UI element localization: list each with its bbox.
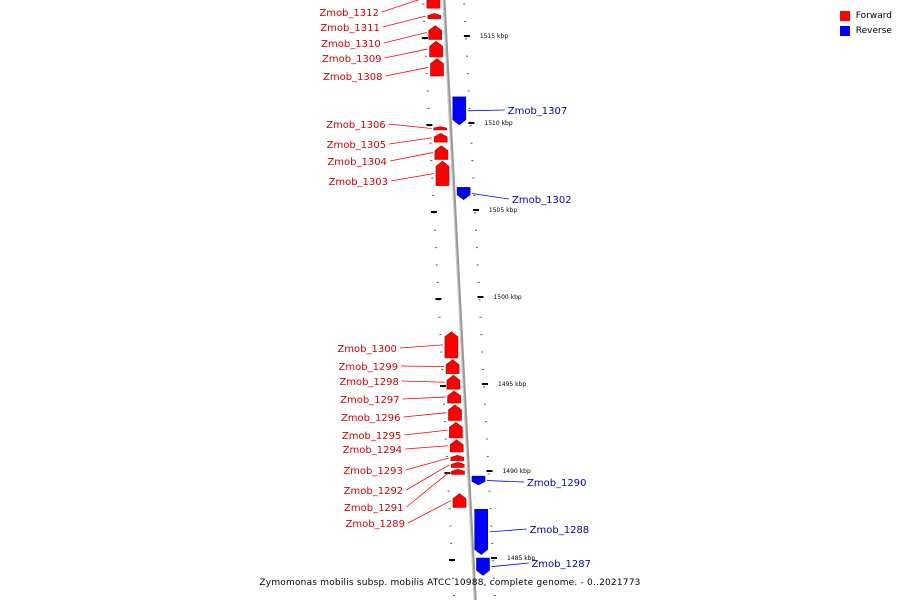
gene-zmob-1287 [476,557,490,576]
legend: Forward Reverse [839,8,892,38]
gene-zmob-1288 [474,508,489,555]
leader-line [402,396,446,400]
tick-label: 1500 kbp [493,294,521,301]
gene-zmob-1298 [446,374,461,390]
leader-line [385,66,429,77]
gene-zmob-1292 [450,461,465,468]
gene-label: Zmob_1306 [326,120,386,131]
gene-label: Zmob_1305 [327,140,387,151]
tick-label: 1515 kbp [480,33,508,40]
leader-line [383,32,427,44]
leader-line [405,445,449,450]
gene-label: Zmob_1303 [329,177,389,188]
gene-zmob-1295 [449,421,463,439]
gene-label: Zmob_1302 [512,195,572,206]
gene-label: Zmob_1312 [319,8,379,19]
gene-zmob-1289 [452,493,467,508]
leader-line [388,123,432,129]
leader-line [389,137,433,145]
gene-zmob-1291 [451,468,465,475]
legend-item-forward[interactable]: Forward [839,8,892,23]
tick-label: 1485 kbp [507,555,535,562]
legend-label-reverse: Reverse [855,25,892,36]
leader-line [384,48,428,59]
gene-zmob-1310 [428,25,443,40]
gene-zmob-1312 [426,0,441,9]
leader-line [486,480,525,483]
gene-label: Zmob_1290 [527,478,587,489]
gene-zmob-1297 [447,390,461,404]
genome-caption: Zymomonas mobilis subsp. mobilis ATCC 10… [259,578,641,588]
gene-label: Zmob_1311 [320,23,380,34]
leader-line [401,380,445,383]
leader-line [407,500,452,524]
tick-label: 1505 kbp [489,207,517,214]
gene-zmob-1308 [430,58,444,77]
gene-label: Zmob_1308 [323,72,383,83]
gene-label: Zmob_1287 [531,559,591,570]
gene-label: Zmob_1310 [321,39,381,50]
gene-label: Zmob_1296 [341,413,401,424]
gene-zmob-1300 [444,331,459,359]
leader-line [491,562,529,568]
gene-zmob-1294 [449,439,464,453]
gene-zmob-1306 [433,126,448,131]
leader-line [399,344,443,349]
gene-zmob-1303 [435,160,450,186]
leader-line [401,365,445,367]
leader-line [381,0,420,13]
gene-label: Zmob_1292 [344,486,404,497]
leader-line [405,457,449,471]
leader-line [472,193,510,200]
gene-label: Zmob_1294 [343,445,403,456]
legend-item-reverse[interactable]: Reverse [839,23,892,38]
gene-label: Zmob_1293 [343,466,403,477]
gene-zmob-1290 [471,475,486,486]
axis-line [442,0,477,600]
gene-zmob-1304 [434,145,449,160]
leader-line [390,173,435,182]
leader-line [403,412,447,418]
gene-zmob-1293 [450,454,465,461]
gene-label: Zmob_1297 [340,395,400,406]
gene-label: Zmob_1307 [508,106,568,117]
gene-label: Zmob_1298 [339,377,399,388]
axis-highlight [442,0,475,600]
leader-line [406,471,450,508]
gene-label: Zmob_1288 [530,525,590,536]
leader-line [489,528,527,533]
gene-label: Zmob_1309 [322,54,382,65]
tick-label: 1510 kbp [484,120,512,127]
gene-zmob-1311 [427,13,442,19]
gene-label: Zmob_1299 [339,362,399,373]
leader-line [382,15,426,28]
gene-zmob-1302 [456,187,471,200]
reverse-swatch [839,25,850,36]
tick-label: 1490 kbp [502,468,530,475]
gene-zmob-1307 [452,96,467,126]
gene-label: Zmob_1291 [344,503,404,514]
gene-zmob-1296 [448,404,462,421]
gene-label: Zmob_1304 [327,157,387,168]
gene-zmob-1299 [445,359,460,374]
gene-zmob-1305 [433,133,448,143]
gene-label: Zmob_1295 [342,431,402,442]
gene-label: Zmob_1300 [337,344,397,355]
gene-zmob-1309 [429,40,443,58]
legend-label-forward: Forward [855,10,892,21]
forward-swatch [839,10,850,21]
leader-line [467,109,505,112]
leader-line [389,152,434,162]
gene-label: Zmob_1289 [346,519,406,530]
leader-line [405,464,450,491]
leader-line [404,429,448,436]
tick-label: 1495 kbp [498,381,526,388]
